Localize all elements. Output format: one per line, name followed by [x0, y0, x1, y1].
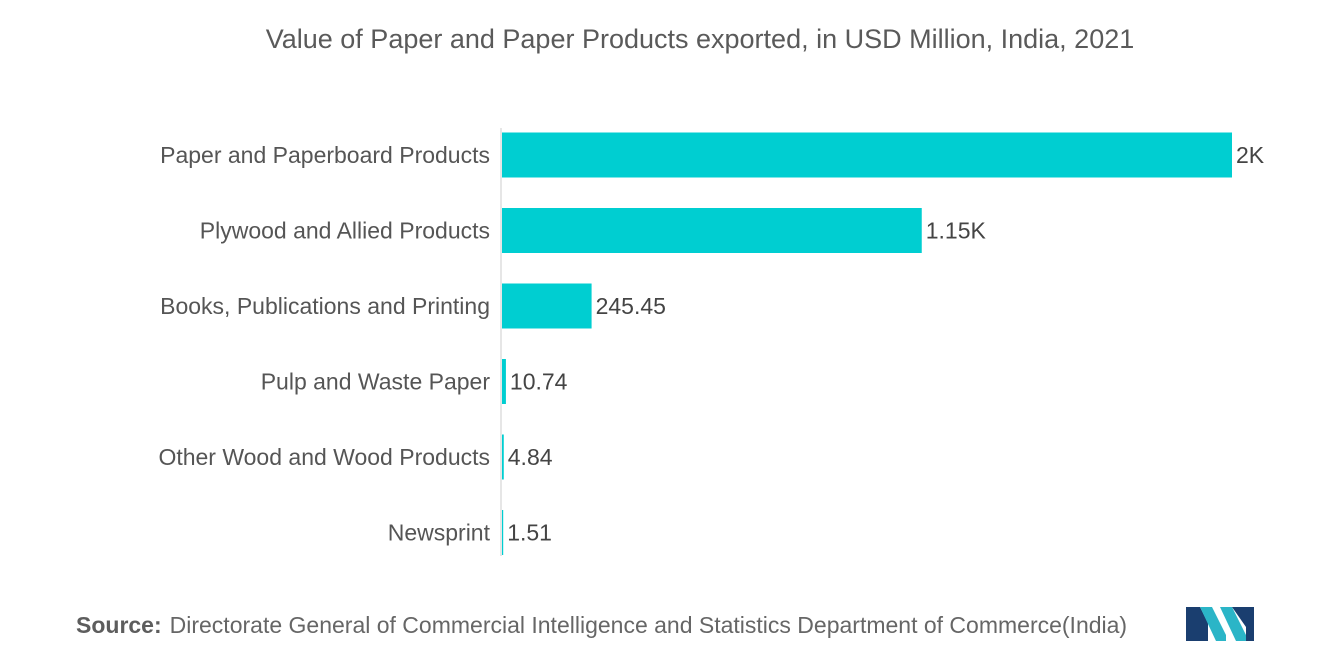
bar-4: [502, 434, 504, 480]
bar-3: [502, 359, 506, 404]
bar-0: [502, 132, 1232, 178]
source-note: Source: Directorate General of Commercial…: [76, 612, 1127, 639]
value-label-2: 245.45: [596, 293, 666, 319]
category-label-4: Other Wood and Wood Products: [158, 444, 490, 470]
mordor-intelligence-logo-icon: [1186, 607, 1254, 641]
source-prefix: Source:: [76, 612, 162, 638]
category-label-3: Pulp and Waste Paper: [261, 369, 491, 395]
value-label-1: 1.15K: [926, 218, 987, 244]
bar-2: [502, 283, 592, 329]
bars-layer: Paper and Paperboard Products 2K Plywood a…: [158, 132, 1265, 555]
chart-title: Value of Paper and Paper Products export…: [265, 24, 1135, 54]
category-label-5: Newsprint: [388, 520, 491, 546]
bar-5: [502, 510, 504, 555]
source-text: Directorate General of Commercial Intell…: [169, 612, 1128, 638]
bar-chart: Paper and Paperboard Products 2K Plywood a…: [158, 128, 1265, 556]
value-label-3: 10.74: [510, 369, 568, 395]
category-label-0: Paper and Paperboard Products: [160, 142, 490, 168]
bar-1: [502, 208, 922, 253]
value-label-5: 1.51: [507, 520, 552, 546]
category-label-2: Books, Publications and Printing: [160, 293, 490, 319]
value-label-0: 2K: [1236, 142, 1265, 168]
category-label-1: Plywood and Allied Products: [200, 218, 490, 244]
value-label-4: 4.84: [508, 444, 553, 470]
